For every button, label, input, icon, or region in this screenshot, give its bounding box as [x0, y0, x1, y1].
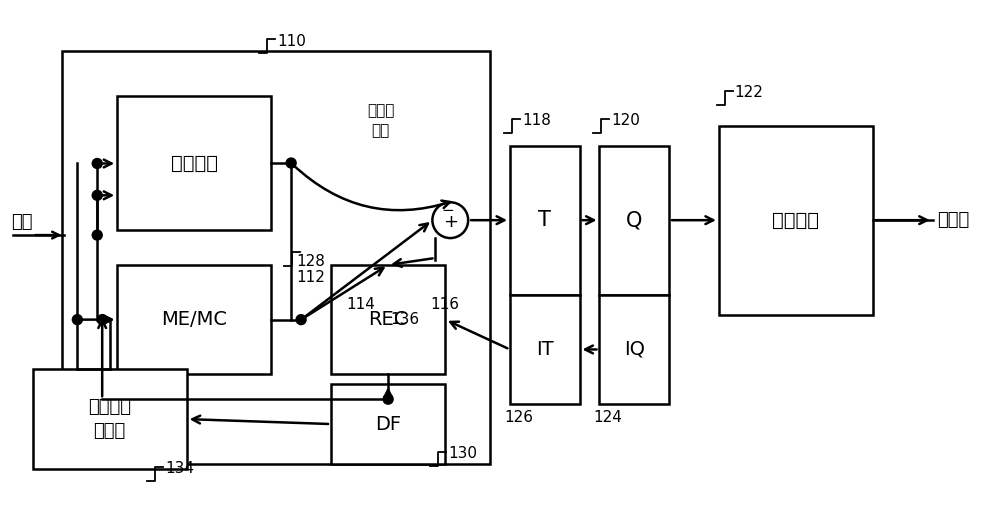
Text: 122: 122 — [735, 85, 764, 100]
Circle shape — [92, 159, 102, 169]
Bar — [599, 295, 669, 404]
Text: 130: 130 — [448, 446, 477, 462]
Text: Q: Q — [626, 210, 642, 230]
Bar — [599, 145, 669, 295]
Text: 114: 114 — [346, 297, 375, 312]
Bar — [117, 265, 271, 374]
Bar — [331, 265, 445, 374]
Text: 120: 120 — [611, 113, 640, 128]
Text: 输入: 输入 — [11, 213, 32, 231]
Text: IT: IT — [536, 340, 554, 359]
Text: 116: 116 — [430, 297, 459, 312]
Text: 136: 136 — [391, 312, 420, 327]
Text: REC: REC — [368, 310, 408, 329]
Text: 比特流: 比特流 — [938, 211, 970, 229]
Text: IQ: IQ — [624, 340, 645, 359]
Bar — [510, 145, 580, 295]
Text: 帧内预测: 帧内预测 — [171, 154, 218, 173]
Bar — [510, 295, 580, 404]
Text: 已预测
样本: 已预测 样本 — [367, 104, 394, 138]
Circle shape — [383, 394, 393, 404]
Text: 134: 134 — [165, 461, 194, 476]
Circle shape — [92, 230, 102, 240]
Circle shape — [432, 203, 468, 238]
Text: 熵编码器: 熵编码器 — [772, 211, 819, 230]
Text: 124: 124 — [593, 410, 622, 425]
Bar — [33, 369, 187, 469]
Circle shape — [286, 158, 296, 168]
Bar — [62, 51, 490, 464]
Circle shape — [97, 315, 107, 325]
Text: T: T — [538, 210, 551, 230]
Bar — [117, 96, 271, 230]
Text: ME/MC: ME/MC — [161, 310, 227, 329]
Bar — [719, 126, 873, 315]
Circle shape — [92, 190, 102, 200]
Bar — [331, 384, 445, 464]
Text: 118: 118 — [522, 113, 551, 128]
Text: 110: 110 — [277, 34, 306, 48]
Circle shape — [296, 315, 306, 325]
Text: 128: 128 — [296, 255, 325, 270]
Text: 126: 126 — [504, 410, 533, 425]
Text: 112: 112 — [296, 270, 325, 285]
Text: DF: DF — [375, 415, 401, 434]
Text: 参考图片
缓冲器: 参考图片 缓冲器 — [88, 398, 131, 440]
Text: +: + — [443, 213, 458, 231]
Text: −: − — [441, 203, 454, 218]
Circle shape — [72, 315, 82, 325]
